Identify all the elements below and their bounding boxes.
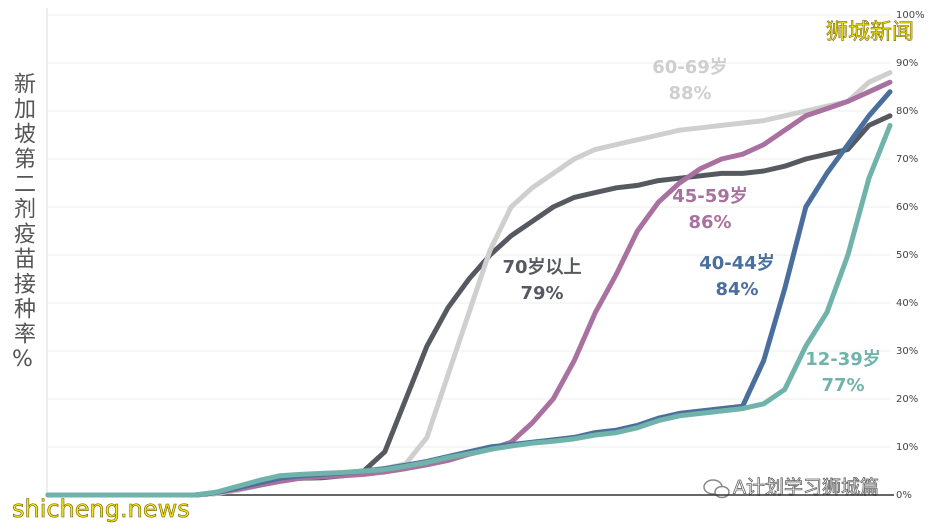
series-line	[45, 122, 893, 498]
value-label: 79%	[520, 283, 563, 304]
y-tick-label: 80%	[896, 106, 918, 117]
value-label: 88%	[668, 83, 711, 104]
y-title: 新加坡第二剂疫苗接种率%	[10, 72, 36, 375]
y-tick-label: 50%	[896, 250, 918, 261]
watermark: A计划学习狮城篇	[733, 477, 879, 499]
watermark: 狮城新闻	[826, 20, 914, 45]
series-label: 45-59岁	[672, 185, 748, 207]
series-label: 60-69岁	[652, 56, 728, 78]
value-label: 86%	[688, 212, 731, 233]
y-tick-label: 90%	[896, 58, 918, 69]
y-tick-label: 10%	[896, 442, 918, 453]
value-label: 77%	[821, 375, 864, 396]
y-tick-label: 0%	[896, 490, 912, 501]
series-label: 70岁以上	[502, 256, 581, 278]
series-label: 12-39岁	[805, 348, 881, 370]
y-tick-label: 70%	[896, 154, 918, 165]
y-tick-label: 20%	[896, 394, 918, 405]
y-tick-label: 40%	[896, 298, 918, 309]
series-label: 40-44岁	[699, 252, 775, 274]
y-tick-label: 30%	[896, 346, 918, 357]
value-label: 84%	[715, 279, 758, 300]
watermark: shicheng.news	[12, 495, 190, 523]
y-tick-label: 60%	[896, 202, 918, 213]
grid	[48, 14, 890, 496]
y-tick-label: 100%	[896, 10, 925, 21]
